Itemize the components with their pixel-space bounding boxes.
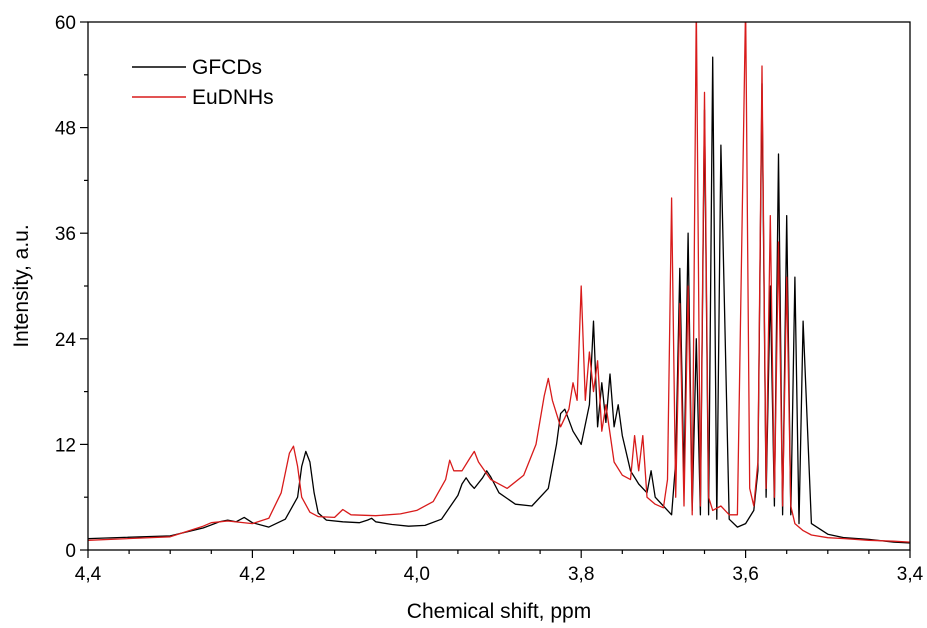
y-axis: 0 12 24 36 48 60 <box>55 13 88 562</box>
y-tick-label: 36 <box>55 224 76 245</box>
series-line-eudnhs <box>88 22 910 543</box>
y-tick-label: 48 <box>55 119 76 140</box>
y-tick-label: 12 <box>55 435 76 456</box>
legend-label-gfcds: GFCDs <box>192 56 262 79</box>
x-tick-label: 4,0 <box>404 564 430 585</box>
x-axis-title: Chemical shift, ppm <box>407 600 591 623</box>
x-axis: 4,4 4,2 4,0 3,8 3,6 3,4 <box>75 550 924 585</box>
x-tick-label: 3,6 <box>732 564 758 585</box>
legend-label-eudnhs: EuDNHs <box>192 86 274 109</box>
y-tick-label: 24 <box>55 330 77 351</box>
x-tick-label: 3,4 <box>897 564 924 585</box>
x-tick-label: 4,4 <box>75 564 102 585</box>
y-tick-label: 0 <box>65 541 76 562</box>
x-tick-label: 4,2 <box>239 564 265 585</box>
x-tick-label: 3,8 <box>568 564 594 585</box>
y-axis-title: Intensity, a.u. <box>10 224 33 347</box>
y-tick-label: 60 <box>55 13 76 34</box>
legend: GFCDs EuDNHs <box>132 56 274 109</box>
series-layer <box>88 22 910 544</box>
